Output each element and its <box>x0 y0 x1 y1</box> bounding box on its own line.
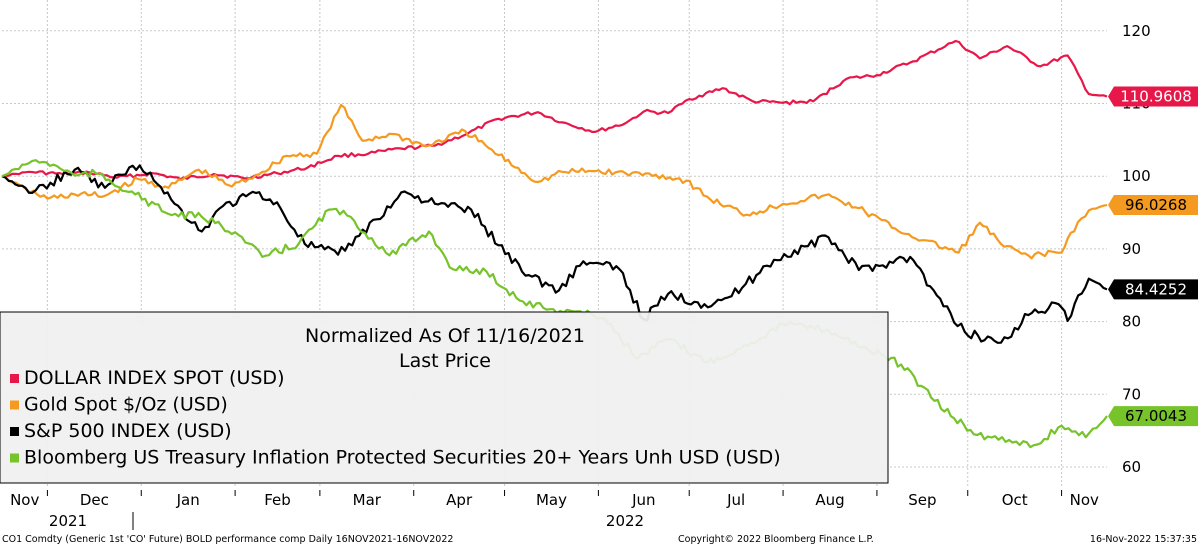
legend-items: DOLLAR INDEX SPOT (USD) Gold Spot $/Oz (U… <box>10 367 781 469</box>
last-value-tags: 110.9608 96.0268 84.4252 67.0043 <box>1108 86 1198 427</box>
x-month-label: Sep <box>908 491 936 509</box>
last-value-tag <box>1108 195 1198 216</box>
x-month-label: Jan <box>176 491 200 509</box>
y-tick-label: 100 <box>1122 167 1151 185</box>
legend-swatch <box>10 400 19 410</box>
last-value-label: 67.0043 <box>1125 407 1187 425</box>
x-year-label: 2022 <box>606 512 644 530</box>
series-lines <box>1 39 1108 449</box>
x-month-label: Nov <box>1070 491 1099 509</box>
series-line-3 <box>1 164 1108 344</box>
last-value-label: 84.4252 <box>1125 280 1187 298</box>
footer-timestamp: 16-Nov-2022 15:37:35 <box>1090 534 1197 545</box>
x-month-label: Jun <box>631 491 655 509</box>
legend-swatch <box>10 427 19 436</box>
legend-box <box>0 311 889 484</box>
x-axis: Nov Dec Jan Feb Mar Apr May Jun Jul Aug Sep Oct Nov 2… <box>10 490 1099 530</box>
last-value-tag <box>1108 86 1198 107</box>
x-month-label: Jul <box>726 491 745 509</box>
x-month-label: Apr <box>446 491 473 509</box>
legend-label: DOLLAR INDEX SPOT (USD) <box>24 367 284 389</box>
y-tick-label: 90 <box>1122 240 1141 258</box>
legend-label: Bloomberg US Treasury Inflation Protecte… <box>24 447 781 469</box>
x-year-label: 2021 <box>49 512 87 530</box>
series-line-4 <box>1 159 1108 449</box>
x-month-label: Dec <box>80 491 109 509</box>
x-month-label: Mar <box>353 491 382 509</box>
legend-label: Gold Spot $/Oz (USD) <box>24 394 228 416</box>
x-month-label: Oct <box>1002 491 1028 509</box>
legend: Normalized As Of 11/16/2021 Last Price D… <box>0 311 889 484</box>
y-tick-label: 120 <box>1122 22 1151 40</box>
x-month-label: Aug <box>815 491 844 509</box>
legend-subtitle: Last Price <box>399 350 491 372</box>
last-value-tag <box>1108 279 1198 300</box>
footer-source: CO1 Comdty (Generic 1st 'CO' Future) BOL… <box>2 534 453 545</box>
legend-label: S&P 500 INDEX (USD) <box>24 420 232 442</box>
last-value-label: 110.9608 <box>1120 88 1192 106</box>
y-tick-label: 60 <box>1122 458 1141 476</box>
series-line-1 <box>2 39 1108 181</box>
footer-copyright: Copyright© 2022 Bloomberg Finance L.P. <box>678 534 874 545</box>
last-value-tag <box>1108 406 1198 427</box>
gridlines <box>2 0 1107 488</box>
y-tick-label: 80 <box>1122 313 1141 331</box>
legend-title: Normalized As Of 11/16/2021 <box>305 325 585 347</box>
legend-swatch <box>10 374 19 383</box>
legend-swatch <box>10 453 19 463</box>
y-tick-label: 70 <box>1122 385 1141 403</box>
series-line-2 <box>1 103 1108 260</box>
x-month-label: Feb <box>264 491 291 509</box>
x-month-label: May <box>536 491 567 509</box>
last-value-label: 96.0268 <box>1125 196 1187 214</box>
x-month-label: Nov <box>10 491 39 509</box>
